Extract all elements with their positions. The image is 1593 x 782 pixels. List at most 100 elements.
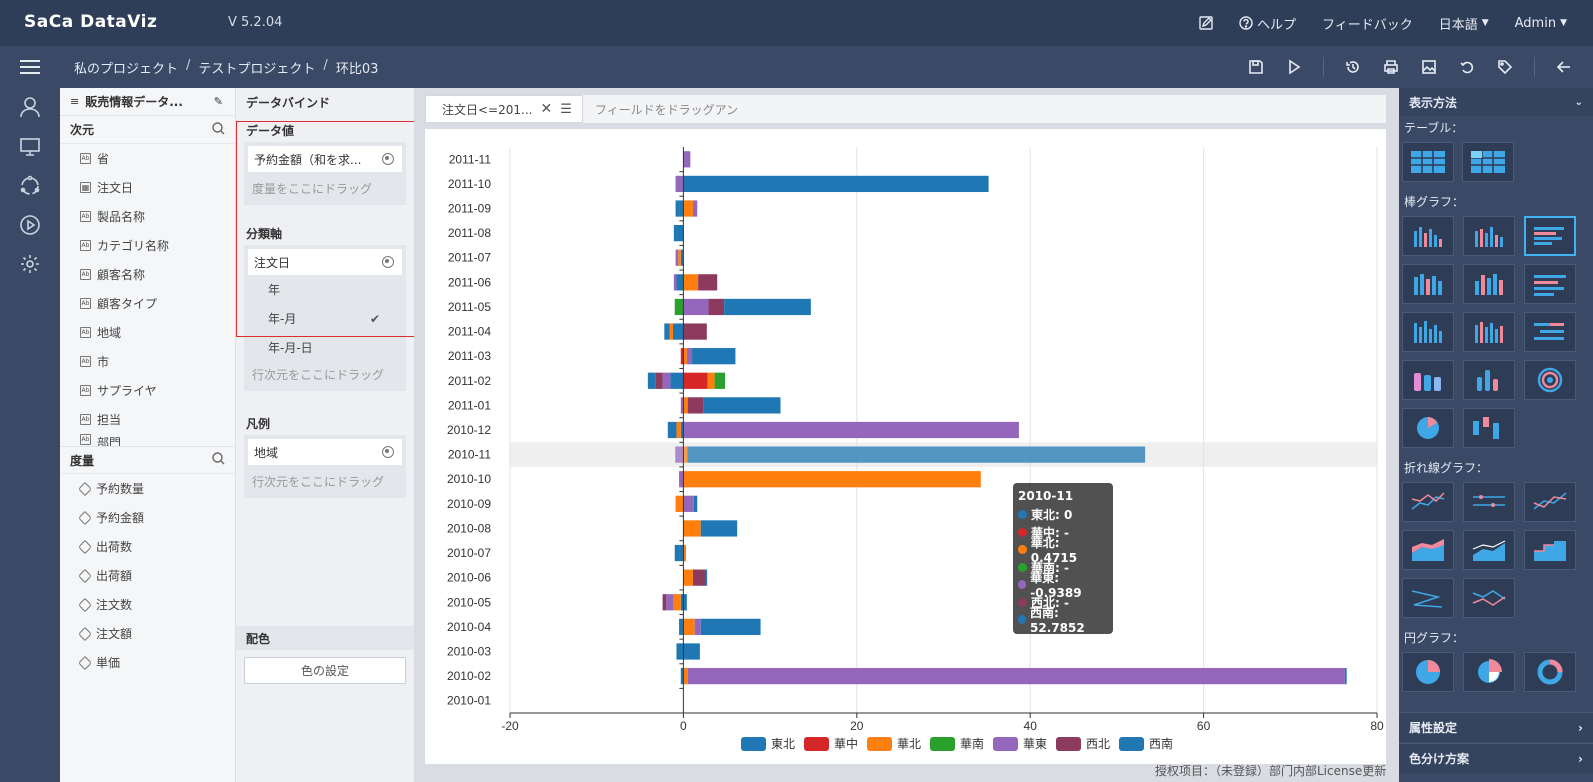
menu-icon[interactable] — [20, 57, 40, 77]
cycle-icon[interactable] — [19, 175, 41, 197]
bar-segment[interactable] — [687, 667, 1345, 685]
radial-bar-chart-option[interactable] — [1524, 360, 1576, 400]
bar-segment[interactable] — [672, 323, 684, 340]
dimension-item[interactable]: Ab 地域 — [60, 318, 235, 347]
bar-segment[interactable] — [687, 397, 704, 414]
filter-chip[interactable]: 注文日<=201... ✕ ☰ — [425, 95, 583, 123]
bar-segment[interactable] — [678, 249, 681, 266]
measure-item[interactable]: 注文数 — [60, 590, 235, 619]
diverging-bar-chart-option[interactable] — [1524, 312, 1576, 352]
bar-segment[interactable] — [680, 348, 684, 365]
bar-segment[interactable] — [675, 446, 684, 463]
bar-segment[interactable] — [676, 274, 684, 291]
bar-segment[interactable] — [683, 372, 708, 389]
bar-segment[interactable] — [683, 421, 1019, 439]
bar-segment[interactable] — [707, 372, 715, 389]
bar-segment[interactable] — [662, 594, 667, 611]
bar-segment[interactable] — [673, 225, 677, 242]
undo-icon[interactable] — [1458, 58, 1476, 76]
datasource-title[interactable]: 販売情報データ... — [85, 95, 183, 109]
polar-bar-chart-option[interactable] — [1402, 408, 1454, 448]
bar-segment[interactable] — [683, 323, 707, 340]
rose-pie-chart-option[interactable] — [1463, 652, 1515, 692]
bar-segment[interactable] — [680, 397, 684, 414]
bar-segment[interactable] — [676, 643, 684, 660]
property-settings-header[interactable]: 属性設定 › — [1399, 712, 1593, 742]
bar-segment[interactable] — [679, 544, 684, 562]
measure-item[interactable]: 出荷数 — [60, 532, 235, 561]
bar-segment[interactable] — [680, 667, 684, 685]
value-field-chip[interactable]: 予約金額（和を求... — [248, 146, 402, 172]
bar-segment[interactable] — [676, 421, 681, 439]
history-icon[interactable] — [1344, 58, 1362, 76]
bar-segment[interactable] — [674, 298, 684, 316]
dimension-item[interactable]: Ab 部門 — [60, 434, 235, 446]
dimension-item[interactable]: Ab カテゴリ名称 — [60, 231, 235, 260]
feedback-link[interactable]: フィードバック — [1321, 17, 1413, 33]
bar-segment[interactable] — [692, 348, 736, 365]
dimension-item[interactable]: Ab 市 — [60, 347, 235, 376]
gear-icon[interactable] — [382, 153, 394, 165]
bar-segment[interactable] — [703, 397, 781, 414]
bar-segment[interactable] — [683, 397, 688, 414]
dual-axis-line-chart-option[interactable] — [1463, 578, 1515, 618]
rounded-bar-chart-option[interactable] — [1463, 360, 1515, 400]
bar-segment[interactable] — [674, 544, 680, 562]
grouped-bar-chart-option[interactable] — [1463, 216, 1515, 256]
breadcrumb-project[interactable]: テストプロジェクト — [198, 62, 316, 77]
bar-segment[interactable] — [675, 200, 680, 217]
bar-segment[interactable] — [683, 151, 691, 168]
bar-segment[interactable] — [683, 446, 688, 463]
gear-icon[interactable] — [382, 446, 394, 458]
print-icon[interactable] — [1382, 58, 1400, 76]
close-icon[interactable]: ✕ — [540, 101, 553, 117]
search-icon[interactable] — [212, 452, 225, 468]
edit-icon[interactable] — [1199, 16, 1213, 30]
step-area-chart-option[interactable] — [1524, 530, 1576, 570]
bar-segment[interactable] — [683, 569, 693, 586]
bar-segment[interactable] — [683, 348, 687, 365]
axis-option-year[interactable]: 年 — [248, 275, 402, 304]
bar-segment[interactable] — [692, 569, 706, 586]
back-arrow-icon[interactable] — [1555, 58, 1573, 76]
bar-segment[interactable] — [679, 618, 684, 635]
pivot-table-chart-option[interactable] — [1462, 142, 1514, 182]
tag-icon[interactable] — [1496, 58, 1514, 76]
chart-card[interactable]: 2010-01 2010-02 2010-03 2010-04 2010-05 2010-… — [425, 129, 1386, 764]
bar-segment[interactable] — [698, 274, 718, 291]
clustered-bar-chart-option[interactable] — [1402, 216, 1454, 256]
gear-icon[interactable] — [382, 256, 394, 268]
bar-segment[interactable] — [667, 421, 677, 439]
bar-segment[interactable] — [680, 594, 684, 611]
bar-segment[interactable] — [683, 520, 701, 537]
legend-item[interactable]: 西北 — [1056, 737, 1110, 751]
settings-icon[interactable] — [19, 253, 41, 275]
edit-datasource-icon[interactable]: ✎ — [213, 95, 223, 108]
user-icon[interactable] — [19, 96, 41, 118]
bar-segment[interactable] — [666, 594, 673, 611]
dimension-item[interactable]: Ab 顧客名称 — [60, 260, 235, 289]
bar-segment[interactable] — [664, 323, 670, 340]
scatter-line-chart-option[interactable] — [1402, 578, 1454, 618]
stacked-bar-chart-option[interactable] — [1402, 264, 1454, 304]
bar-segment[interactable] — [679, 471, 684, 488]
bar-segment[interactable] — [683, 471, 981, 488]
color-scheme-header[interactable]: 色分け方案 › — [1399, 743, 1593, 773]
display-mode-header[interactable]: 表示方法 ⌄ — [1399, 88, 1593, 116]
bar-segment[interactable] — [683, 200, 693, 217]
table-chart-option[interactable] — [1402, 142, 1454, 182]
bar-segment[interactable] — [647, 372, 656, 389]
bar-segment[interactable] — [679, 200, 684, 217]
dual-bar-chart-option[interactable] — [1463, 312, 1515, 352]
dimension-item[interactable]: Ab 省 — [60, 144, 235, 173]
app-logo[interactable]: SaCa DataViz — [24, 12, 158, 32]
bar-segment[interactable] — [683, 667, 688, 685]
save-icon[interactable] — [1247, 58, 1265, 76]
bar-chart[interactable]: 2010-01 2010-02 2010-03 2010-04 2010-05 2010-… — [425, 129, 1386, 764]
legend-item[interactable]: 華東 — [993, 737, 1047, 751]
bar-segment[interactable] — [683, 495, 694, 512]
stepped-line-chart-option[interactable] — [1463, 482, 1515, 522]
measure-item[interactable]: 予約数量 — [60, 474, 235, 503]
measure-item[interactable]: 単価 — [60, 648, 235, 677]
legend-item[interactable]: 華南 — [930, 736, 984, 751]
